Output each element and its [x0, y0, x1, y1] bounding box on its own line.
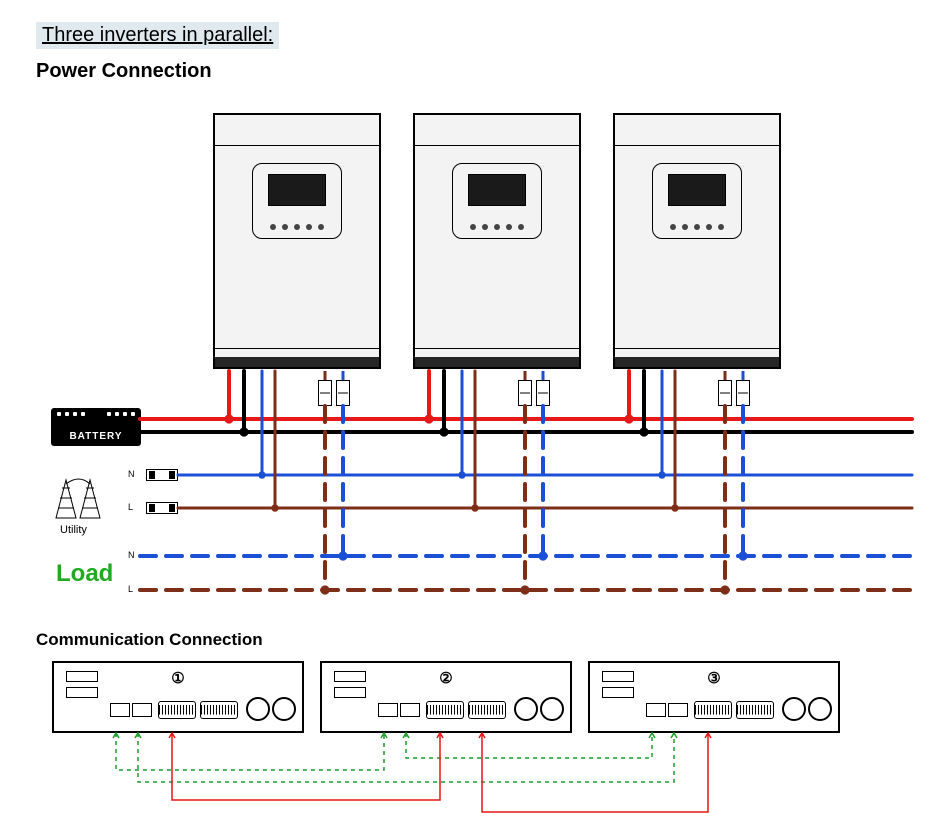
comm-port	[246, 697, 270, 721]
comm-port	[782, 697, 806, 721]
utility-label: Utility	[60, 524, 87, 536]
inverter-3	[613, 113, 781, 369]
comm-panel-number: ③	[707, 669, 720, 687]
comm-port	[158, 701, 196, 719]
comm-port	[132, 703, 152, 717]
comm-panel-2: ②	[320, 661, 572, 733]
section-title-power: Power Connection	[36, 60, 212, 83]
fuse-block	[336, 380, 350, 406]
utility-icon	[46, 468, 112, 520]
comm-port	[540, 697, 564, 721]
comm-port	[110, 703, 130, 717]
fuse-block	[536, 380, 550, 406]
load-label: Load	[56, 560, 113, 588]
section-title-comm: Communication Connection	[36, 630, 263, 650]
load-n-label: N	[128, 550, 135, 560]
page-title: Three inverters in parallel:	[36, 22, 279, 49]
comm-port	[514, 697, 538, 721]
fuse-block	[518, 380, 532, 406]
fuse-block	[736, 380, 750, 406]
comm-port	[200, 701, 238, 719]
comm-port	[646, 703, 666, 717]
comm-port	[426, 701, 464, 719]
utility-n-label: N	[128, 469, 135, 479]
comm-port	[736, 701, 774, 719]
comm-port	[808, 697, 832, 721]
comm-port	[400, 703, 420, 717]
battery-label: BATTERY	[51, 431, 141, 442]
fuse-block	[318, 380, 332, 406]
comm-panel-1: ①	[52, 661, 304, 733]
comm-panel-number: ②	[439, 669, 452, 687]
inverter-2	[413, 113, 581, 369]
comm-port	[668, 703, 688, 717]
battery-icon: BATTERY	[51, 408, 141, 446]
comm-port	[378, 703, 398, 717]
utility-fuse-l	[146, 502, 178, 514]
comm-port	[468, 701, 506, 719]
comm-port	[272, 697, 296, 721]
inverter-1	[213, 113, 381, 369]
comm-port	[694, 701, 732, 719]
comm-panel-3: ③	[588, 661, 840, 733]
utility-l-label: L	[128, 502, 133, 512]
comm-panel-number: ①	[171, 669, 184, 687]
fuse-block	[718, 380, 732, 406]
utility-fuse-n	[146, 469, 178, 481]
load-l-label: L	[128, 584, 133, 594]
